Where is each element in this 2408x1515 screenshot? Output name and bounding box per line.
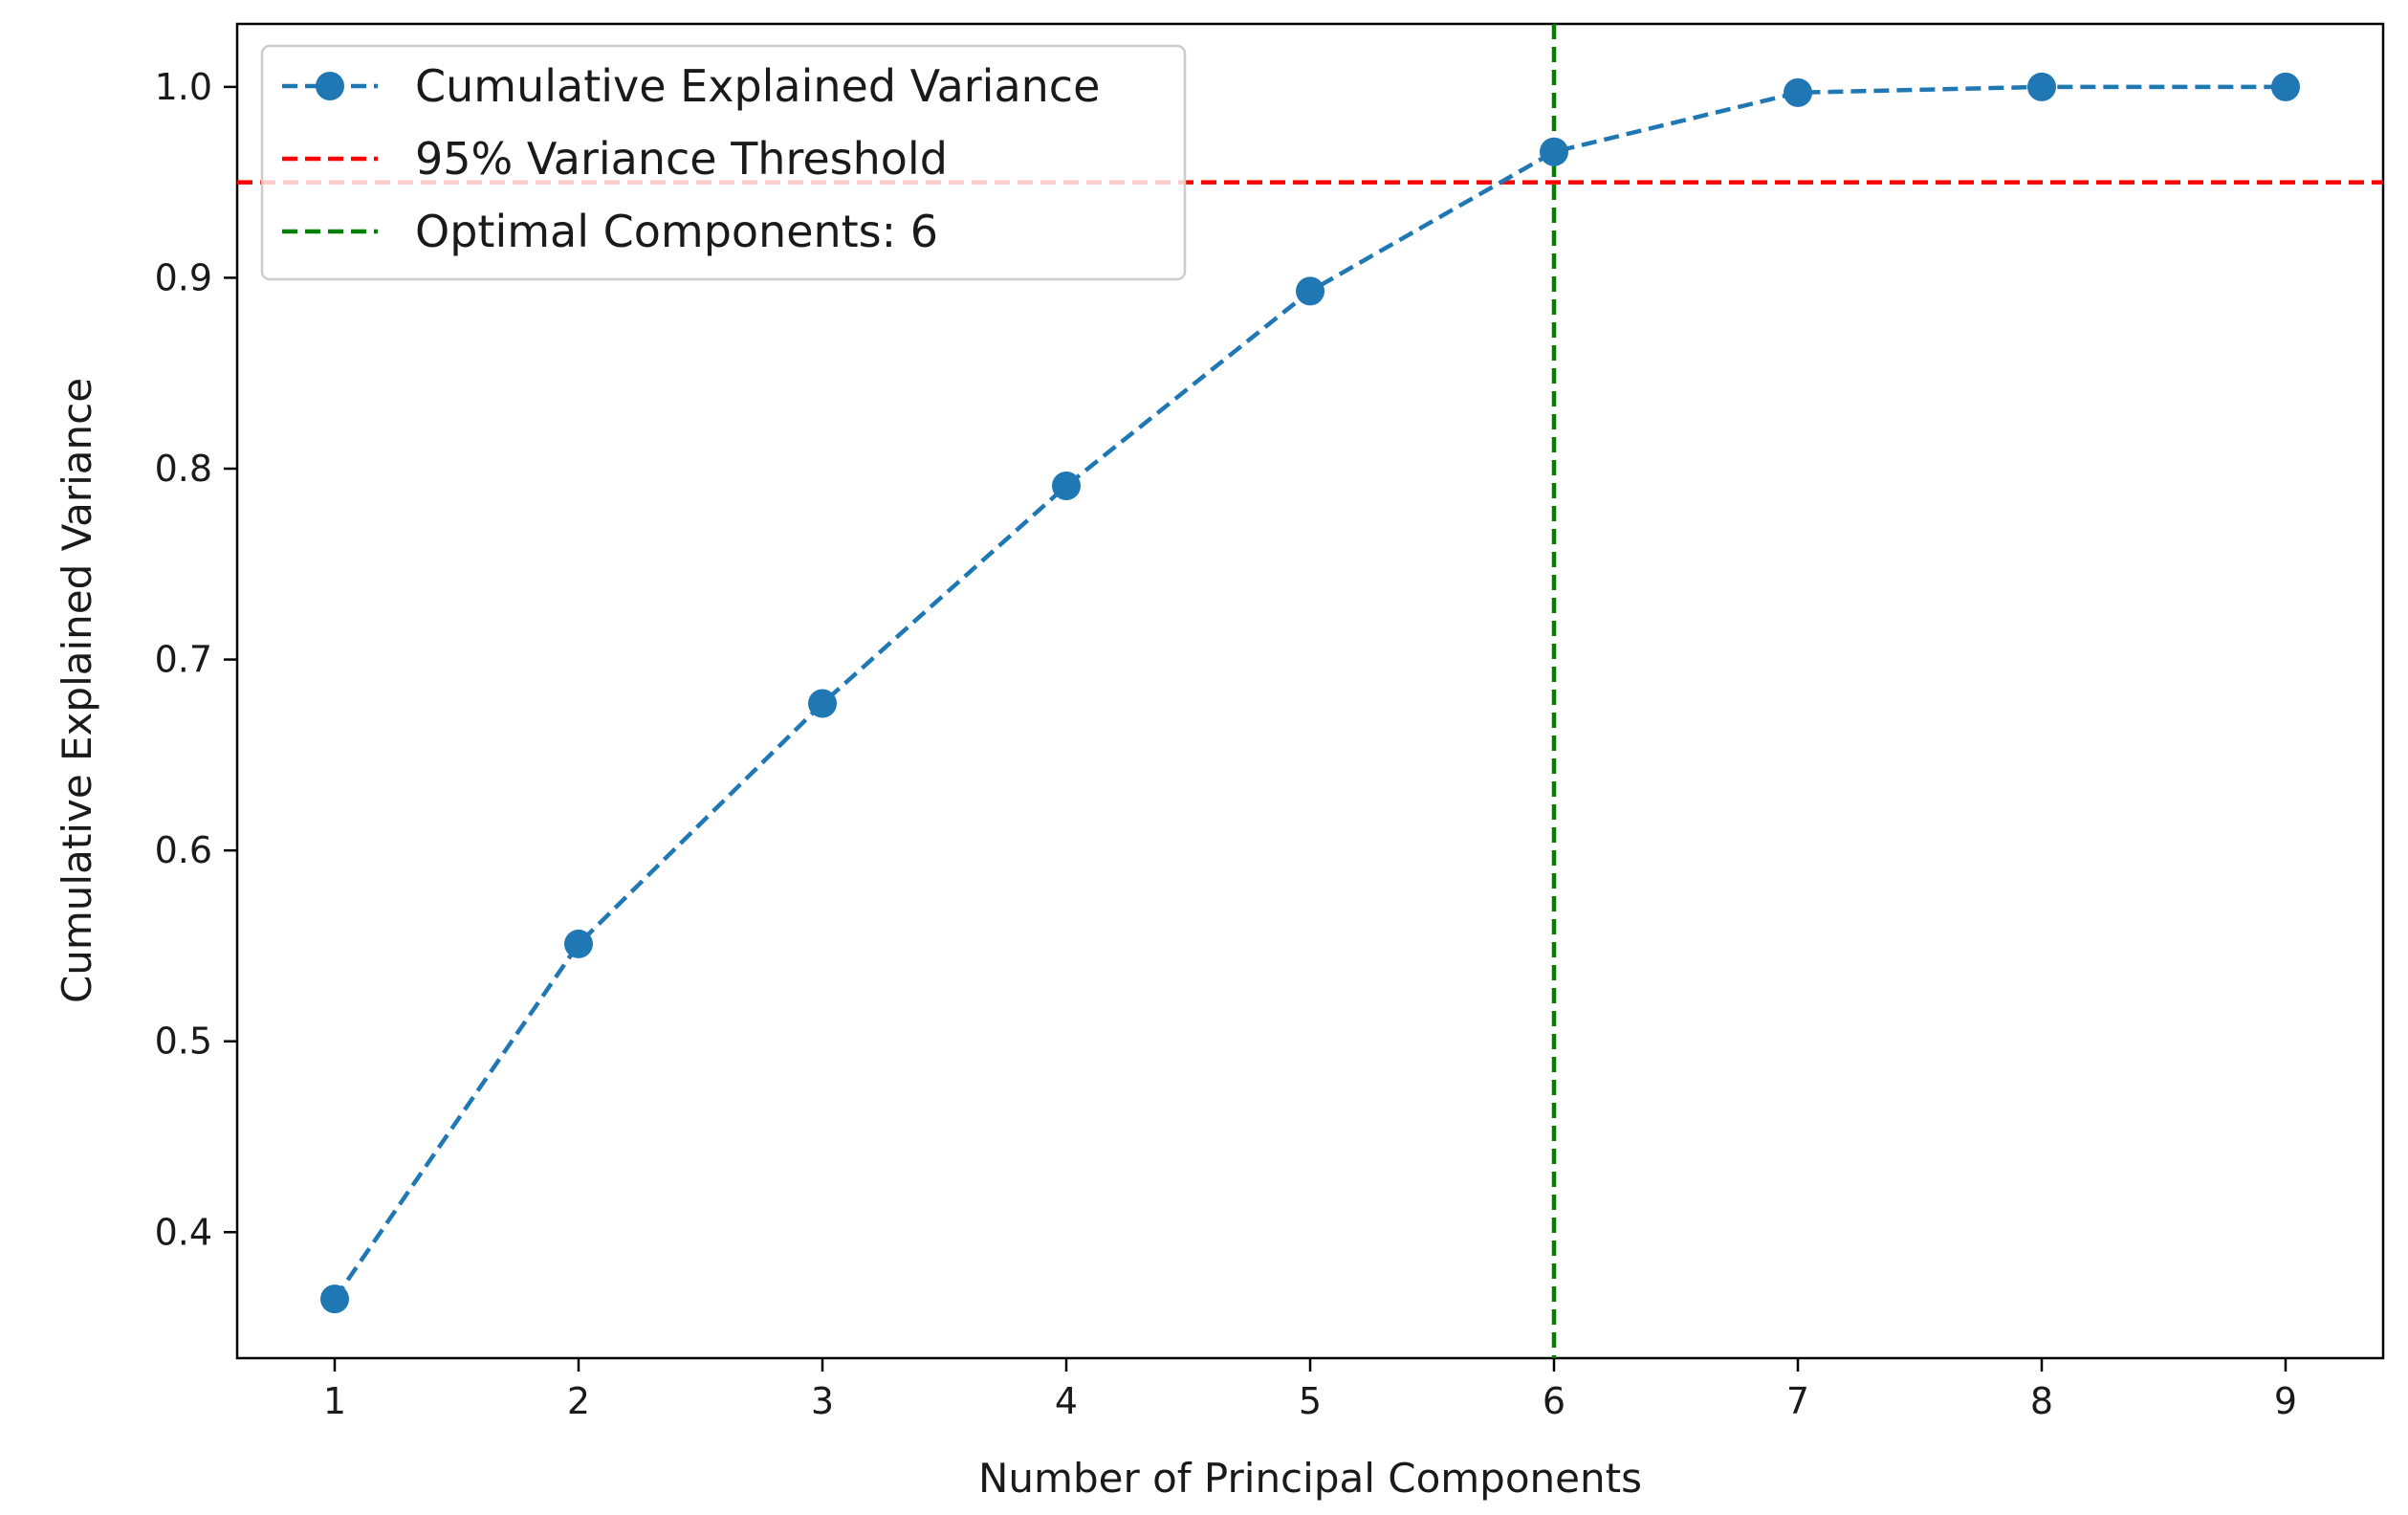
y-tick-label: 1.0	[155, 66, 212, 108]
x-tick-label: 1	[323, 1380, 346, 1422]
x-tick-label: 3	[811, 1380, 834, 1422]
legend-label-optimal: Optimal Components: 6	[415, 206, 938, 257]
x-tick-label: 4	[1055, 1380, 1078, 1422]
data-point	[1052, 471, 1081, 500]
y-tick-label: 0.8	[155, 448, 212, 490]
x-tick-label: 5	[1299, 1380, 1322, 1422]
y-tick-label: 0.7	[155, 639, 212, 681]
y-tick-label: 0.6	[155, 829, 212, 871]
data-point	[808, 689, 837, 718]
series-layer	[320, 72, 2300, 1314]
legend-marker-variance	[316, 72, 344, 100]
legend-label-variance: Cumulative Explained Variance	[415, 60, 1100, 112]
data-point	[2271, 72, 2300, 101]
x-tick-label: 2	[567, 1380, 590, 1422]
legend-label-threshold: 95% Variance Threshold	[415, 133, 948, 185]
data-point	[2027, 72, 2056, 101]
y-tick-label: 0.9	[155, 256, 212, 298]
x-tick-label: 7	[1786, 1380, 1809, 1422]
y-axis: 0.4 0.5 0.6 0.7 0.8 0.9 1.0	[155, 66, 237, 1253]
y-tick-label: 0.4	[155, 1211, 212, 1253]
data-point	[564, 929, 593, 958]
legend: Cumulative Explained Variance 95% Varian…	[260, 44, 1187, 281]
x-axis: 1 2 3 4 5 6 7 8 9	[323, 1358, 2297, 1422]
x-tick-label: 9	[2274, 1380, 2297, 1422]
x-axis-label: Number of Principal Components	[978, 1455, 1642, 1502]
data-point	[1784, 77, 1812, 107]
data-point	[320, 1284, 349, 1314]
data-point	[1540, 137, 1568, 166]
x-tick-label: 6	[1543, 1380, 1565, 1422]
legend-box	[260, 44, 1187, 281]
data-point	[1296, 276, 1324, 306]
x-tick-label: 8	[2030, 1380, 2053, 1422]
y-tick-label: 0.5	[155, 1021, 212, 1063]
y-axis-label: Cumulative Explained Variance	[54, 378, 100, 1003]
